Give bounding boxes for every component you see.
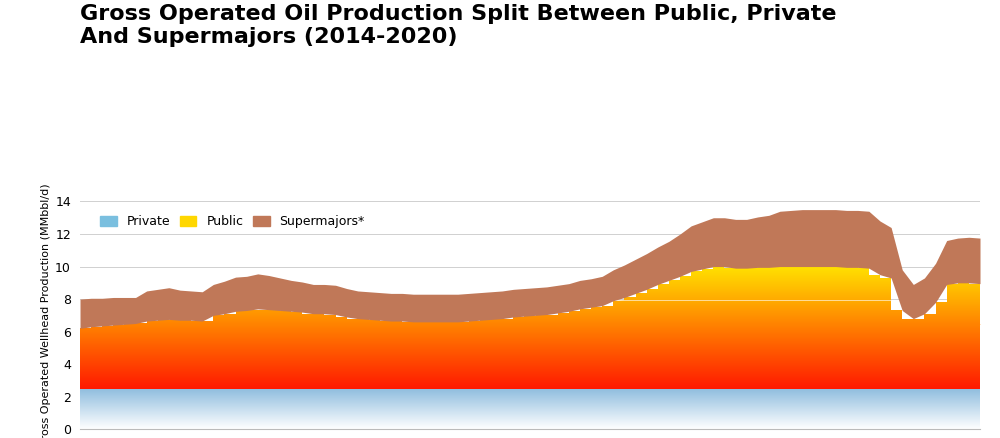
Y-axis label: Gross Operated Wellhead Production (MMbbl/d): Gross Operated Wellhead Production (MMbb…: [41, 183, 51, 438]
Text: Gross Operated Oil Production Split Between Public, Private
And Supermajors (201: Gross Operated Oil Production Split Betw…: [80, 4, 836, 47]
Legend: Private, Public, Supermajors*: Private, Public, Supermajors*: [95, 210, 370, 233]
